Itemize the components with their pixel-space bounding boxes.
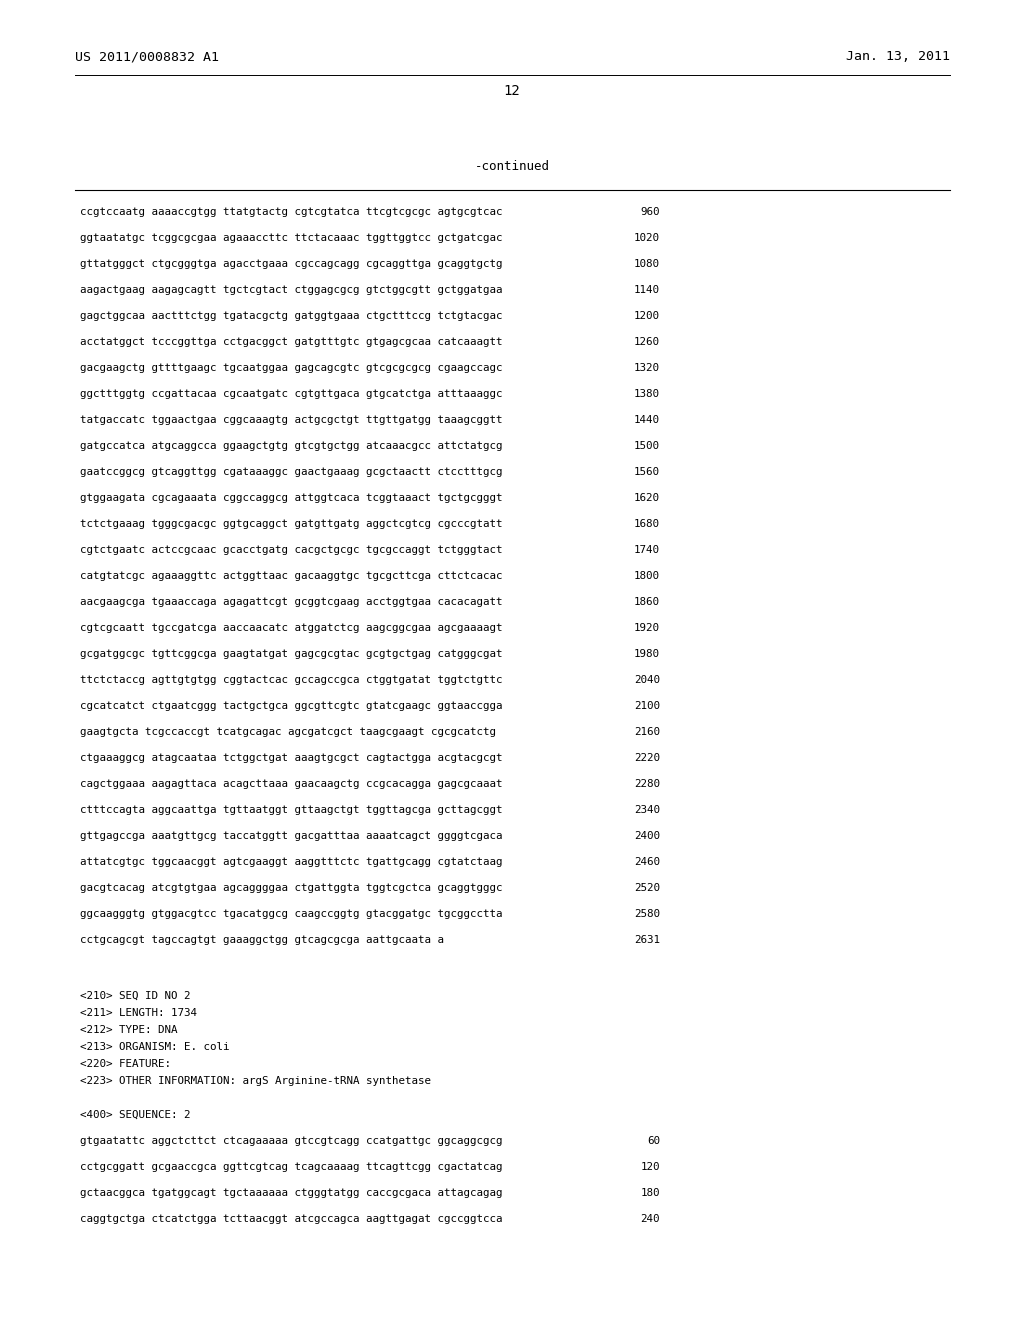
Text: <210> SEQ ID NO 2: <210> SEQ ID NO 2 [80, 991, 190, 1001]
Text: 2400: 2400 [634, 832, 660, 841]
Text: 1140: 1140 [634, 285, 660, 294]
Text: ctgaaaggcg atagcaataa tctggctgat aaagtgcgct cagtactgga acgtacgcgt: ctgaaaggcg atagcaataa tctggctgat aaagtgc… [80, 752, 503, 763]
Text: 2280: 2280 [634, 779, 660, 789]
Text: <223> OTHER INFORMATION: argS Arginine-tRNA synthetase: <223> OTHER INFORMATION: argS Arginine-t… [80, 1076, 431, 1086]
Text: 2100: 2100 [634, 701, 660, 711]
Text: aacgaagcga tgaaaccaga agagattcgt gcggtcgaag acctggtgaa cacacagatt: aacgaagcga tgaaaccaga agagattcgt gcggtcg… [80, 597, 503, 607]
Text: 1080: 1080 [634, 259, 660, 269]
Text: ggctttggtg ccgattacaa cgcaatgatc cgtgttgaca gtgcatctga atttaaaggc: ggctttggtg ccgattacaa cgcaatgatc cgtgttg… [80, 389, 503, 399]
Text: <400> SEQUENCE: 2: <400> SEQUENCE: 2 [80, 1110, 190, 1119]
Text: 180: 180 [640, 1188, 660, 1199]
Text: 960: 960 [640, 207, 660, 216]
Text: ttctctaccg agttgtgtgg cggtactcac gccagccgca ctggtgatat tggtctgttc: ttctctaccg agttgtgtgg cggtactcac gccagcc… [80, 675, 503, 685]
Text: 120: 120 [640, 1162, 660, 1172]
Text: <213> ORGANISM: E. coli: <213> ORGANISM: E. coli [80, 1041, 229, 1052]
Text: gaatccggcg gtcaggttgg cgataaaggc gaactgaaag gcgctaactt ctcctttgcg: gaatccggcg gtcaggttgg cgataaaggc gaactga… [80, 467, 503, 477]
Text: 1860: 1860 [634, 597, 660, 607]
Text: attatcgtgc tggcaacggt agtcgaaggt aaggtttctc tgattgcagg cgtatctaag: attatcgtgc tggcaacggt agtcgaaggt aaggttt… [80, 857, 503, 867]
Text: <220> FEATURE:: <220> FEATURE: [80, 1059, 171, 1069]
Text: 1200: 1200 [634, 312, 660, 321]
Text: <212> TYPE: DNA: <212> TYPE: DNA [80, 1026, 177, 1035]
Text: 1260: 1260 [634, 337, 660, 347]
Text: 2460: 2460 [634, 857, 660, 867]
Text: gtggaagata cgcagaaata cggccaggcg attggtcaca tcggtaaact tgctgcgggt: gtggaagata cgcagaaata cggccaggcg attggtc… [80, 492, 503, 503]
Text: ggcaagggtg gtggacgtcc tgacatggcg caagccggtg gtacggatgc tgcggcctta: ggcaagggtg gtggacgtcc tgacatggcg caagccg… [80, 909, 503, 919]
Text: cgtcgcaatt tgccgatcga aaccaacatc atggatctcg aagcggcgaa agcgaaaagt: cgtcgcaatt tgccgatcga aaccaacatc atggatc… [80, 623, 503, 634]
Text: catgtatcgc agaaaggttc actggttaac gacaaggtgc tgcgcttcga cttctcacac: catgtatcgc agaaaggttc actggttaac gacaagg… [80, 572, 503, 581]
Text: 2340: 2340 [634, 805, 660, 814]
Text: 2631: 2631 [634, 935, 660, 945]
Text: 2160: 2160 [634, 727, 660, 737]
Text: gttatgggct ctgcgggtga agacctgaaa cgccagcagg cgcaggttga gcaggtgctg: gttatgggct ctgcgggtga agacctgaaa cgccagc… [80, 259, 503, 269]
Text: tatgaccatc tggaactgaa cggcaaagtg actgcgctgt ttgttgatgg taaagcggtt: tatgaccatc tggaactgaa cggcaaagtg actgcgc… [80, 414, 503, 425]
Text: 240: 240 [640, 1214, 660, 1224]
Text: ccgtccaatg aaaaccgtgg ttatgtactg cgtcgtatca ttcgtcgcgc agtgcgtcac: ccgtccaatg aaaaccgtgg ttatgtactg cgtcgta… [80, 207, 503, 216]
Text: ctttccagta aggcaattga tgttaatggt gttaagctgt tggttagcga gcttagcggt: ctttccagta aggcaattga tgttaatggt gttaagc… [80, 805, 503, 814]
Text: 1800: 1800 [634, 572, 660, 581]
Text: 1500: 1500 [634, 441, 660, 451]
Text: Jan. 13, 2011: Jan. 13, 2011 [846, 50, 950, 63]
Text: cctgcggatt gcgaaccgca ggttcgtcag tcagcaaaag ttcagttcgg cgactatcag: cctgcggatt gcgaaccgca ggttcgtcag tcagcaa… [80, 1162, 503, 1172]
Text: gacgaagctg gttttgaagc tgcaatggaa gagcagcgtc gtcgcgcgcg cgaagccagc: gacgaagctg gttttgaagc tgcaatggaa gagcagc… [80, 363, 503, 374]
Text: 1980: 1980 [634, 649, 660, 659]
Text: cgtctgaatc actccgcaac gcacctgatg cacgctgcgc tgcgccaggt tctgggtact: cgtctgaatc actccgcaac gcacctgatg cacgctg… [80, 545, 503, 554]
Text: tctctgaaag tgggcgacgc ggtgcaggct gatgttgatg aggctcgtcg cgcccgtatt: tctctgaaag tgggcgacgc ggtgcaggct gatgttg… [80, 519, 503, 529]
Text: 2040: 2040 [634, 675, 660, 685]
Text: aagactgaag aagagcagtt tgctcgtact ctggagcgcg gtctggcgtt gctggatgaa: aagactgaag aagagcagtt tgctcgtact ctggagc… [80, 285, 503, 294]
Text: gacgtcacag atcgtgtgaa agcaggggaa ctgattggta tggtcgctca gcaggtgggc: gacgtcacag atcgtgtgaa agcaggggaa ctgattg… [80, 883, 503, 894]
Text: -continued: -continued [474, 160, 550, 173]
Text: 1560: 1560 [634, 467, 660, 477]
Text: US 2011/0008832 A1: US 2011/0008832 A1 [75, 50, 219, 63]
Text: 60: 60 [647, 1137, 660, 1146]
Text: caggtgctga ctcatctgga tcttaacggt atcgccagca aagttgagat cgccggtcca: caggtgctga ctcatctgga tcttaacggt atcgcca… [80, 1214, 503, 1224]
Text: cctgcagcgt tagccagtgt gaaaggctgg gtcagcgcga aattgcaata a: cctgcagcgt tagccagtgt gaaaggctgg gtcagcg… [80, 935, 444, 945]
Text: 1020: 1020 [634, 234, 660, 243]
Text: 1740: 1740 [634, 545, 660, 554]
Text: <211> LENGTH: 1734: <211> LENGTH: 1734 [80, 1008, 197, 1018]
Text: gtgaatattc aggctcttct ctcagaaaaa gtccgtcagg ccatgattgc ggcaggcgcg: gtgaatattc aggctcttct ctcagaaaaa gtccgtc… [80, 1137, 503, 1146]
Text: ggtaatatgc tcggcgcgaa agaaaccttc ttctacaaac tggttggtcc gctgatcgac: ggtaatatgc tcggcgcgaa agaaaccttc ttctaca… [80, 234, 503, 243]
Text: gttgagccga aaatgttgcg taccatggtt gacgatttaa aaaatcagct ggggtcgaca: gttgagccga aaatgttgcg taccatggtt gacgatt… [80, 832, 503, 841]
Text: 1680: 1680 [634, 519, 660, 529]
Text: gagctggcaa aactttctgg tgatacgctg gatggtgaaa ctgctttccg tctgtacgac: gagctggcaa aactttctgg tgatacgctg gatggtg… [80, 312, 503, 321]
Text: 1320: 1320 [634, 363, 660, 374]
Text: acctatggct tcccggttga cctgacggct gatgtttgtc gtgagcgcaa catcaaagtt: acctatggct tcccggttga cctgacggct gatgttt… [80, 337, 503, 347]
Text: 1620: 1620 [634, 492, 660, 503]
Text: 1920: 1920 [634, 623, 660, 634]
Text: 2580: 2580 [634, 909, 660, 919]
Text: gcgatggcgc tgttcggcga gaagtatgat gagcgcgtac gcgtgctgag catgggcgat: gcgatggcgc tgttcggcga gaagtatgat gagcgcg… [80, 649, 503, 659]
Text: cgcatcatct ctgaatcggg tactgctgca ggcgttcgtc gtatcgaagc ggtaaccgga: cgcatcatct ctgaatcggg tactgctgca ggcgttc… [80, 701, 503, 711]
Text: 1380: 1380 [634, 389, 660, 399]
Text: 2520: 2520 [634, 883, 660, 894]
Text: 2220: 2220 [634, 752, 660, 763]
Text: gatgccatca atgcaggcca ggaagctgtg gtcgtgctgg atcaaacgcc attctatgcg: gatgccatca atgcaggcca ggaagctgtg gtcgtgc… [80, 441, 503, 451]
Text: gctaacggca tgatggcagt tgctaaaaaa ctgggtatgg caccgcgaca attagcagag: gctaacggca tgatggcagt tgctaaaaaa ctgggta… [80, 1188, 503, 1199]
Text: gaagtgcta tcgccaccgt tcatgcagac agcgatcgct taagcgaagt cgcgcatctg: gaagtgcta tcgccaccgt tcatgcagac agcgatcg… [80, 727, 496, 737]
Text: cagctggaaa aagagttaca acagcttaaa gaacaagctg ccgcacagga gagcgcaaat: cagctggaaa aagagttaca acagcttaaa gaacaag… [80, 779, 503, 789]
Text: 1440: 1440 [634, 414, 660, 425]
Text: 12: 12 [504, 84, 520, 98]
